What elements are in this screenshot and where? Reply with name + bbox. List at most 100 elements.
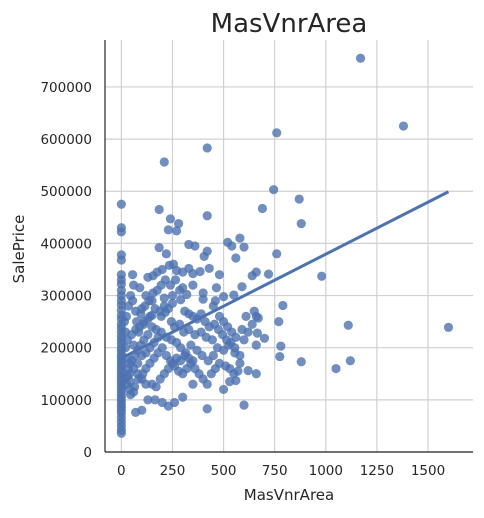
data-point (116, 255, 126, 265)
data-point (154, 204, 164, 215)
data-point (398, 121, 409, 131)
data-point (119, 374, 130, 384)
data-point (120, 343, 131, 353)
data-point (190, 241, 200, 251)
data-point (192, 345, 202, 355)
data-point (218, 384, 229, 395)
data-point (263, 269, 274, 279)
data-point (235, 358, 245, 368)
data-point (128, 270, 138, 280)
data-point (235, 233, 245, 243)
data-point (202, 211, 212, 221)
x-axis-label: MasVnrArea (244, 486, 334, 504)
data-point (176, 295, 186, 305)
data-point (161, 249, 171, 259)
data-point (345, 356, 355, 366)
data-point (116, 227, 126, 237)
data-point (128, 296, 138, 306)
data-point (278, 300, 288, 311)
data-point (229, 290, 239, 300)
y-tick-label: 700000 (40, 80, 92, 96)
y-tick-label: 600000 (40, 132, 92, 148)
data-point (239, 400, 249, 410)
data-point (257, 203, 268, 214)
x-tick-label: 750 (262, 463, 288, 479)
data-point (186, 340, 196, 350)
data-point (188, 356, 198, 366)
scatter-points (116, 53, 454, 438)
y-axis-label: SalePrice (10, 215, 28, 284)
y-tick-label: 500000 (40, 184, 92, 200)
data-point (274, 317, 284, 327)
data-point (184, 324, 194, 335)
data-point (182, 289, 192, 300)
data-point (129, 280, 139, 290)
data-point (202, 379, 212, 389)
data-point (241, 311, 251, 322)
regression-line (120, 190, 450, 360)
data-point (235, 350, 245, 361)
data-point (167, 290, 178, 301)
data-point (251, 369, 261, 379)
y-tick-label: 0 (83, 445, 92, 461)
data-point (355, 53, 366, 63)
data-point (188, 269, 198, 279)
data-point (443, 322, 454, 332)
x-tick-label: 1250 (360, 463, 394, 479)
data-point (159, 157, 169, 167)
data-point (175, 285, 185, 295)
data-point (165, 214, 176, 224)
data-point (251, 340, 261, 350)
data-point (331, 363, 341, 374)
data-point (276, 341, 286, 351)
data-point (174, 218, 184, 229)
data-point (202, 404, 212, 414)
data-point (144, 296, 154, 306)
data-point (253, 313, 263, 323)
data-point (204, 263, 214, 274)
data-point (143, 395, 153, 405)
data-point (203, 356, 213, 366)
axes (104, 40, 473, 453)
x-tick-label: 1000 (309, 463, 343, 479)
data-point (147, 310, 157, 320)
data-point (132, 317, 142, 327)
data-point (252, 328, 262, 338)
x-tick-label: 500 (211, 463, 237, 479)
data-point (259, 333, 270, 343)
data-point (272, 128, 282, 138)
data-point (188, 280, 198, 290)
data-point (151, 382, 161, 392)
x-tick-label: 1500 (411, 463, 445, 479)
data-point (116, 428, 126, 438)
x-tick-label: 250 (160, 463, 186, 479)
data-point (247, 319, 257, 329)
data-point (233, 366, 243, 376)
data-point (147, 322, 157, 332)
data-point (231, 253, 241, 263)
data-point (237, 282, 247, 292)
data-point (296, 357, 306, 367)
x-tick-labels: 0 250 500 750 1000 1250 1500 (117, 463, 445, 479)
data-point (237, 324, 247, 335)
data-point (251, 267, 261, 277)
data-point (157, 397, 167, 408)
y-tick-label: 300000 (40, 289, 92, 305)
y-tick-label: 200000 (40, 341, 92, 357)
data-point (157, 343, 167, 353)
data-point (218, 291, 229, 302)
data-point (133, 369, 143, 379)
y-tick-label: 100000 (40, 393, 92, 409)
regression-line-group (120, 190, 450, 360)
data-point (121, 311, 132, 322)
data-point (317, 271, 327, 281)
data-point (120, 327, 131, 337)
data-point (137, 350, 147, 361)
data-point (199, 251, 209, 262)
data-point (208, 301, 218, 311)
data-point (195, 266, 205, 277)
data-point (243, 366, 253, 376)
data-point (239, 242, 249, 252)
